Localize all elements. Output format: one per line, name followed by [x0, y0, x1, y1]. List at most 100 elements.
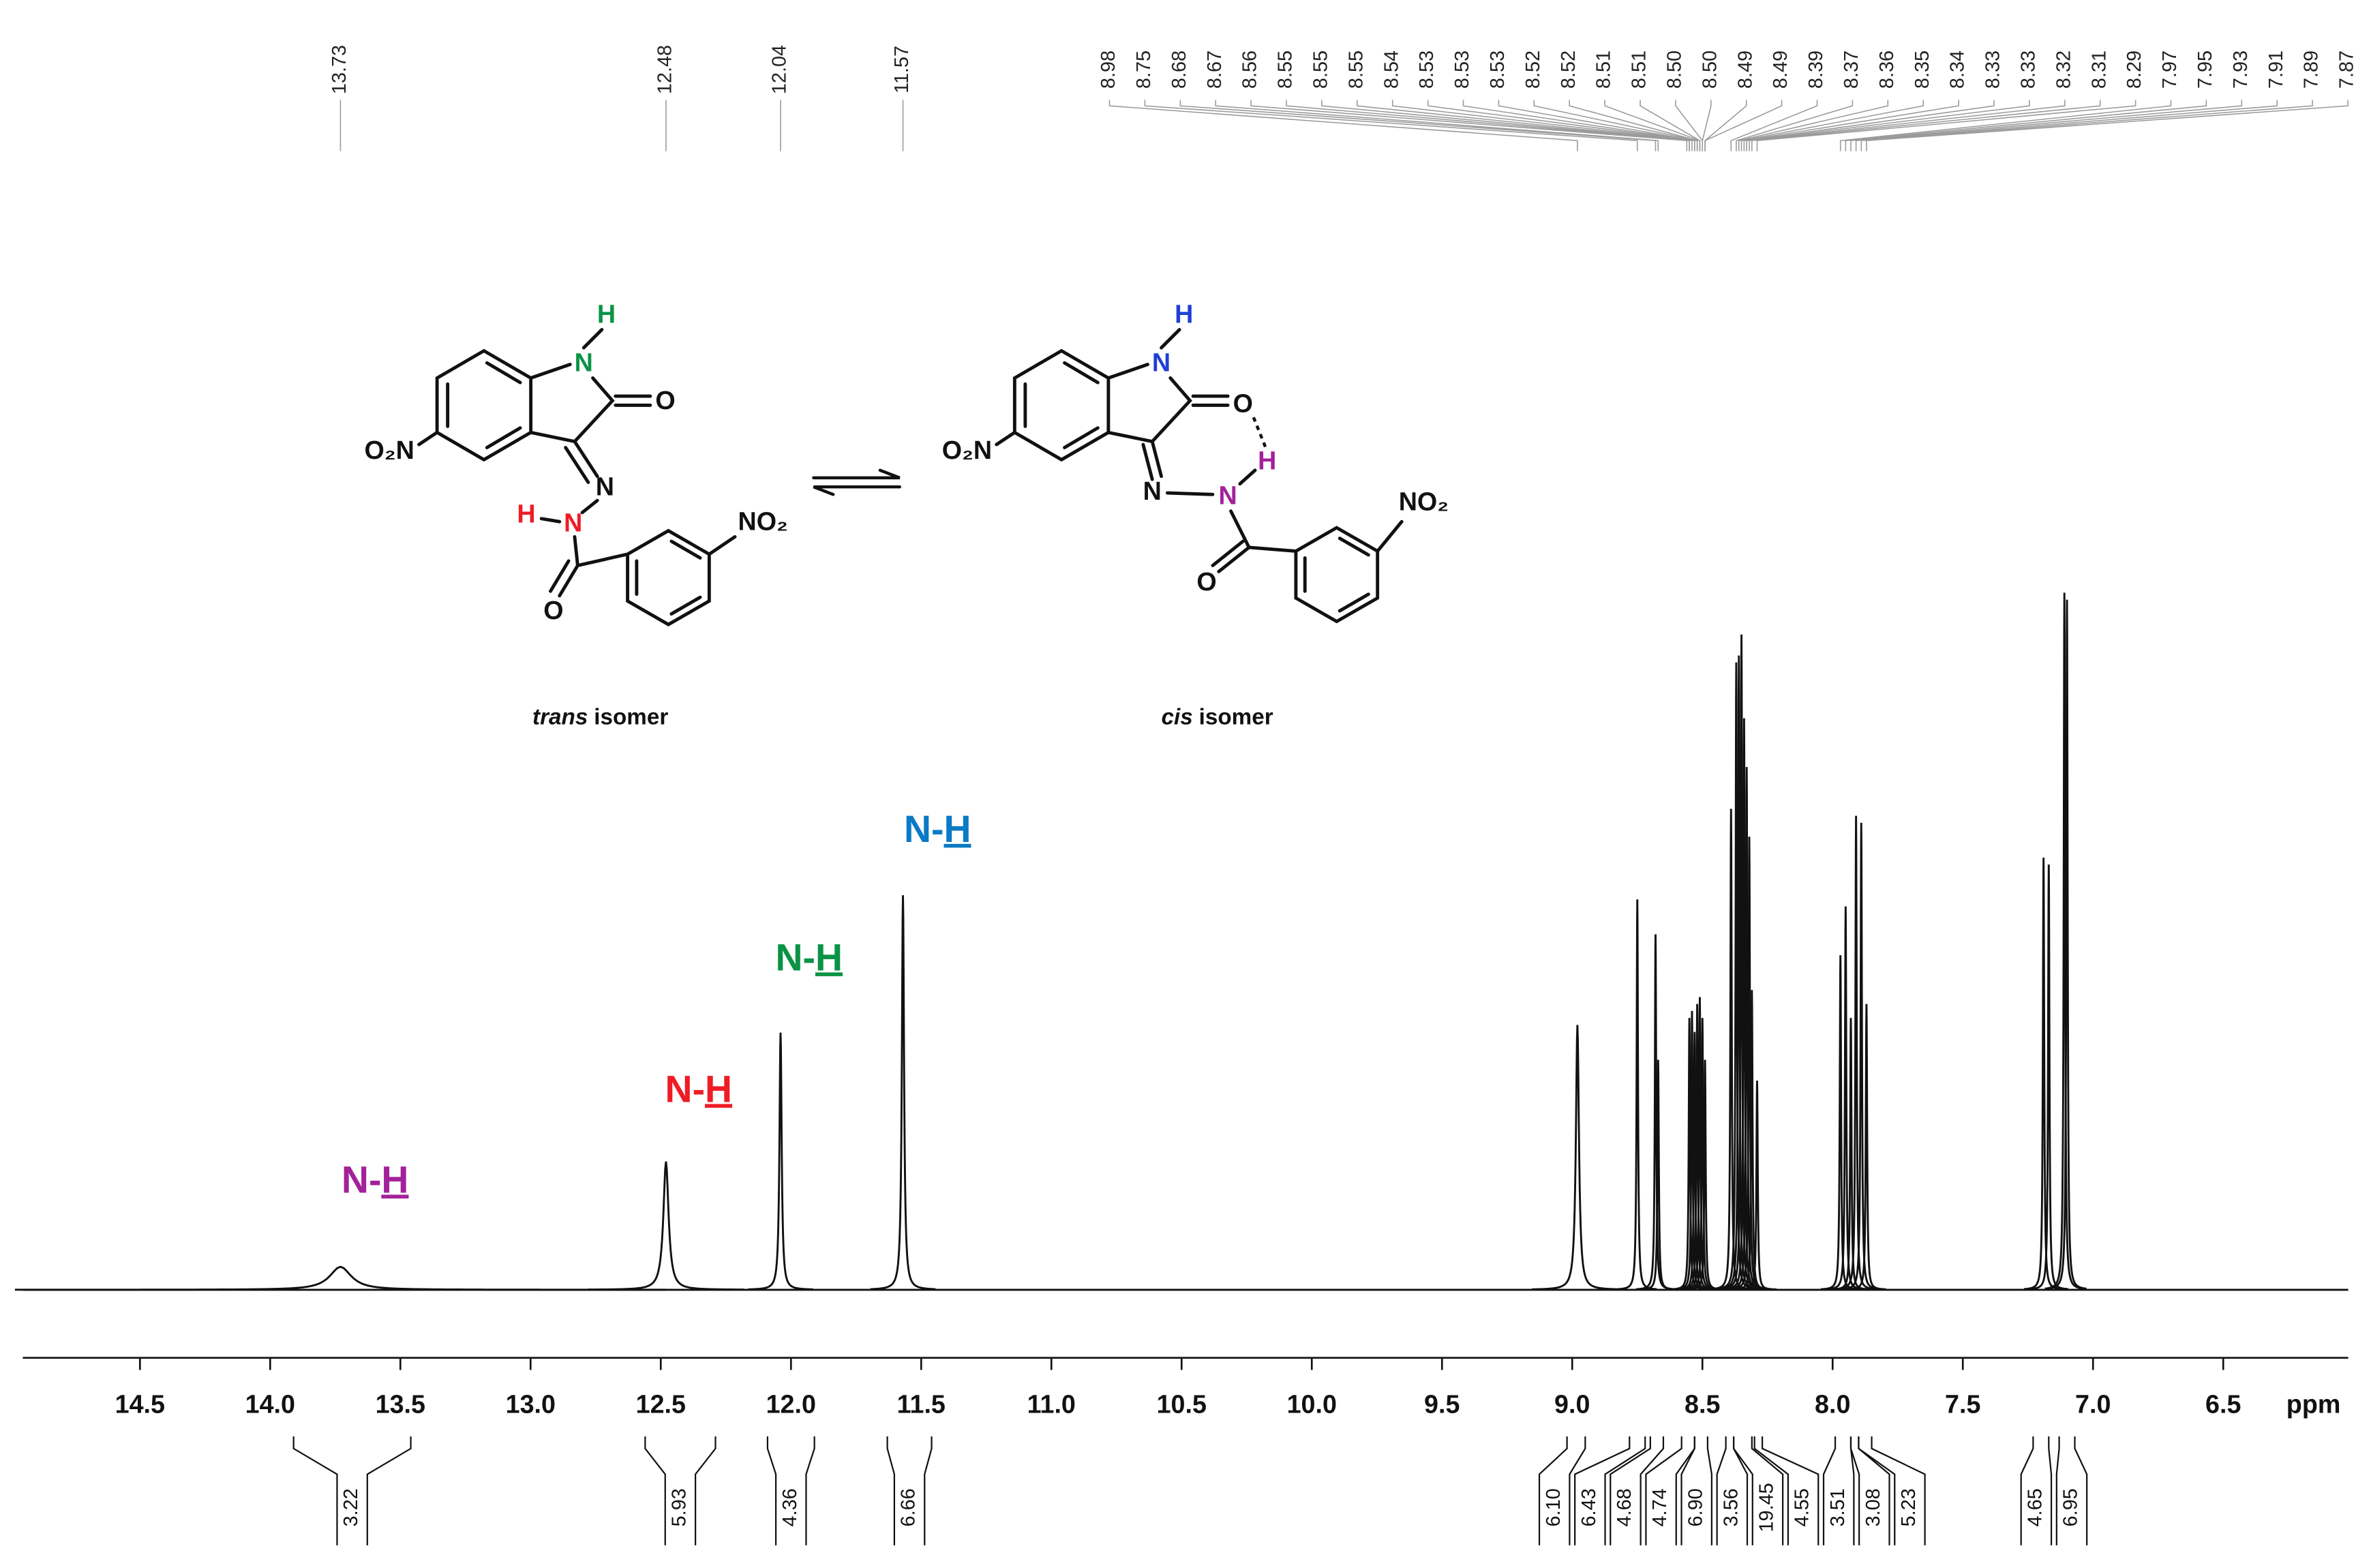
- nh-atom: H: [943, 808, 971, 850]
- atom: O: [655, 386, 675, 414]
- peak-label: 8.53: [1487, 50, 1509, 89]
- atom: H: [1258, 447, 1276, 475]
- integral-bracket: [2048, 1436, 2053, 1546]
- integral-label: 5.23: [1898, 1488, 1920, 1526]
- nh-prefix: N-: [342, 1158, 382, 1201]
- peak-label: 8.51: [1593, 50, 1615, 89]
- peak-label: 8.29: [2124, 50, 2145, 89]
- peak-label: 8.49: [1734, 50, 1756, 89]
- integral-bracket: [292, 1436, 338, 1546]
- atom: NO₂: [738, 507, 787, 535]
- peak-label: 7.93: [2230, 50, 2252, 89]
- atom: O: [1233, 389, 1253, 417]
- atom: H: [1175, 300, 1193, 329]
- x-tick-label: 8.5: [1685, 1390, 1720, 1419]
- integral-bracket: [366, 1436, 412, 1546]
- peak-label: 8.31: [2088, 50, 2110, 89]
- peak-label-connector: [1144, 100, 1638, 151]
- integral-bracket: [1569, 1436, 1586, 1546]
- peak: [1737, 1081, 1777, 1291]
- atom: O: [1196, 567, 1216, 596]
- caption-text: isomer: [1199, 704, 1273, 729]
- peak-label: 8.37: [1841, 50, 1862, 89]
- atom: H: [517, 499, 535, 528]
- peak-label-connector: [1751, 100, 2101, 151]
- peak-label: 8.50: [1699, 50, 1721, 89]
- integral-bracket: [1574, 1436, 1631, 1546]
- peak-label-connector: [1850, 100, 2243, 151]
- integral-bracket: [1680, 1436, 1695, 1546]
- peak-label-connector: [1702, 100, 1712, 151]
- cis-structure: H N O H O₂N N N O NO₂ cis isomer: [942, 300, 1449, 730]
- peak-label: 8.52: [1522, 50, 1544, 89]
- peak-label: 7.95: [2194, 50, 2216, 89]
- peak-label: 11.57: [891, 46, 913, 93]
- x-tick-label: 14.0: [245, 1390, 295, 1419]
- peak-label-connector: [1743, 100, 1959, 151]
- x-tick-label: 9.5: [1424, 1390, 1460, 1419]
- peak-label: 8.55: [1345, 50, 1367, 89]
- peak-label: 8.39: [1805, 50, 1827, 89]
- peak-label: 8.35: [1912, 50, 1933, 89]
- peak-label-connector: [1215, 100, 1659, 151]
- peak-label: 8.98: [1098, 50, 1119, 89]
- peak: [2047, 599, 2087, 1290]
- x-tick-label: 7.0: [2075, 1390, 2111, 1419]
- peak-label-connector: [1756, 100, 2136, 151]
- peak-label: 8.75: [1133, 50, 1155, 89]
- equilibrium-arrow: [812, 468, 902, 496]
- integral-bracket: [1849, 1436, 1860, 1546]
- peak-label-connector: [1866, 100, 2349, 151]
- caption-text: isomer: [594, 704, 668, 729]
- nh-label: N-H: [342, 1158, 409, 1201]
- x-tick-label: 8.0: [1815, 1390, 1850, 1419]
- peak-label-connector: [1839, 100, 2172, 151]
- x-tick-label: 12.5: [636, 1390, 686, 1419]
- peak-label-connector: [1179, 100, 1657, 151]
- peak-label: 7.87: [2336, 50, 2358, 89]
- nh-atom: H: [815, 936, 843, 978]
- integral-label: 3.51: [1827, 1488, 1849, 1526]
- integral-bracket: [2055, 1436, 2060, 1546]
- atom: H: [597, 300, 616, 329]
- integral-bracket: [1858, 1436, 1896, 1546]
- integral-bracket: [695, 1436, 716, 1546]
- peak-label: 13.73: [329, 45, 350, 94]
- trans-structure: H N O O₂N N H N O NO₂ trans isomer: [365, 300, 788, 730]
- peak-label-connector: [1749, 100, 2066, 151]
- peak-label: 8.50: [1664, 50, 1686, 89]
- nh-prefix: N-: [775, 936, 815, 978]
- peak: [14, 1265, 666, 1291]
- peak: [1847, 1004, 1886, 1291]
- x-tick-label: 13.5: [376, 1390, 425, 1419]
- x-tick-label: 12.0: [766, 1390, 816, 1419]
- integral-label: 4.55: [1792, 1488, 1813, 1526]
- x-tick-label: 6.5: [2205, 1390, 2241, 1419]
- peak: [588, 1161, 744, 1291]
- integral-label: 4.65: [2024, 1488, 2046, 1526]
- peak-label-connector: [1250, 100, 1688, 151]
- peak-label: 8.54: [1380, 50, 1402, 89]
- integral-label: 4.74: [1649, 1488, 1671, 1526]
- x-tick-label: 11.0: [1027, 1390, 1076, 1419]
- x-tick-label: 10.5: [1157, 1390, 1207, 1419]
- caption: trans isomer: [532, 704, 668, 729]
- caption: cis isomer: [1162, 704, 1273, 729]
- peak-label: 8.53: [1451, 50, 1473, 89]
- integral-label: 4.68: [1614, 1488, 1635, 1526]
- integral-bracket: [1871, 1436, 1926, 1546]
- integral-bracket: [1716, 1436, 1727, 1546]
- peak-label: 12.04: [769, 45, 791, 94]
- integral-label: 6.10: [1543, 1488, 1565, 1526]
- atom: N: [1218, 481, 1237, 510]
- peak-label: 8.49: [1770, 50, 1792, 89]
- peak-label: 7.91: [2265, 50, 2287, 89]
- integral-bracket: [644, 1436, 666, 1546]
- integral-bracket: [805, 1436, 815, 1546]
- atom: NO₂: [1399, 487, 1449, 516]
- nh-prefix: N-: [904, 808, 944, 850]
- nh-label: N-H: [775, 936, 843, 978]
- atom: N: [1152, 348, 1171, 376]
- nh-atom: H: [705, 1068, 732, 1110]
